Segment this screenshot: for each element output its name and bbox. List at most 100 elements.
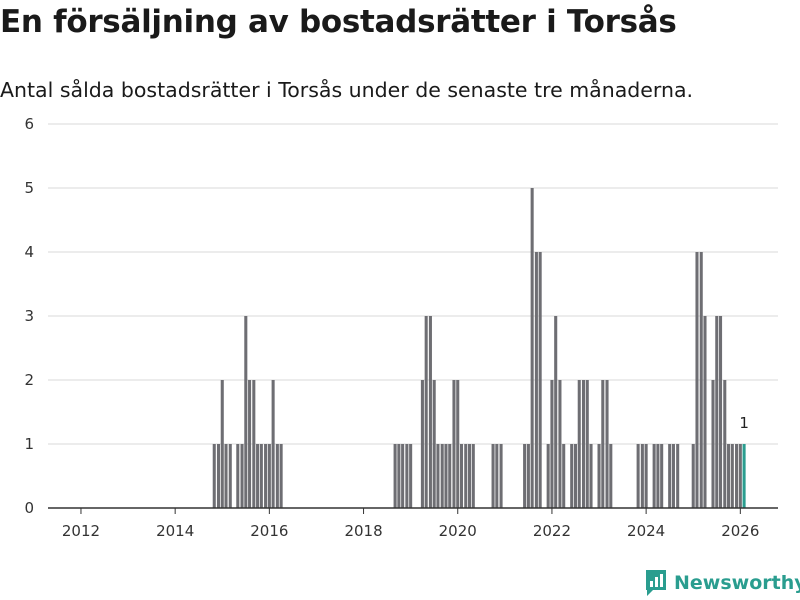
bar [577,380,581,508]
bar [727,444,731,508]
x-tick-label: 2018 [344,522,382,540]
x-tick-label: 2014 [156,522,194,540]
bar [212,444,216,508]
bar [671,444,675,508]
x-tick-label: 2022 [533,522,571,540]
x-tick-label: 2012 [62,522,100,540]
bar [530,188,534,508]
bar [393,444,397,508]
bar [216,444,221,508]
bar [456,380,460,508]
bar [597,444,601,508]
bar-latest [742,444,746,508]
bar [440,444,444,508]
bar [605,380,609,508]
bar [420,380,424,508]
bar [405,444,409,508]
bar [264,444,268,508]
bar [409,444,413,508]
bar [424,316,428,508]
bar [715,316,719,508]
bar [471,444,475,508]
bar [448,444,452,508]
bar [550,380,554,508]
bar [459,444,464,508]
bar [220,380,224,508]
chart-title: En försäljning av bostadsrätter i Torsås [0,4,677,40]
bar [224,444,228,508]
bar [228,444,232,508]
bar [652,444,656,508]
y-tick-label: 3 [24,307,34,325]
bar [640,444,644,508]
bar [236,444,240,508]
bar [279,444,283,508]
bar [703,316,707,508]
bar [491,444,495,508]
bar [436,444,440,508]
bar [495,444,499,508]
bar [589,444,593,508]
bar [499,444,503,508]
bar [668,444,672,508]
y-tick-label: 4 [24,243,34,261]
brand-name: Newsworthy [674,572,800,594]
x-tick-label: 2020 [439,522,477,540]
x-tick-label: 2024 [627,522,665,540]
bar [244,316,248,508]
bar [526,444,530,508]
y-tick-label: 6 [24,115,34,133]
newsworthy-logo-icon [646,570,666,596]
bar [444,444,448,508]
bar [534,252,538,508]
bar [546,444,550,508]
y-tick-label: 2 [24,371,34,389]
bar [699,252,703,508]
bar [467,444,472,508]
bar [730,444,734,508]
bar [256,444,260,508]
bar [723,380,727,508]
bar [558,380,562,508]
bar [573,444,578,508]
y-tick-label: 1 [24,435,34,453]
bar [695,252,699,508]
bar [570,444,574,508]
bar [271,380,275,508]
chart-subtitle: Antal sålda bostadsrätter i Torsås under… [0,78,694,102]
bar [554,316,558,508]
bar [636,444,640,508]
bar [644,444,648,508]
bar [676,444,680,508]
bar [397,444,401,508]
bar [464,444,468,508]
brand-logo: Newsworthy [644,568,800,598]
bar [609,444,613,508]
bar [240,444,244,508]
bar [428,316,432,508]
bar [581,380,586,508]
y-tick-label: 5 [24,179,34,197]
bar [259,444,263,508]
bar [452,380,456,508]
bar [719,316,723,508]
bar [538,252,542,508]
bar [248,380,252,508]
y-tick-label: 0 [24,499,34,517]
bar [267,444,271,508]
bar-value-label: 1 [739,414,749,432]
bar [275,444,279,508]
bar [738,444,742,508]
bar [432,380,436,508]
bar [711,380,715,508]
bar [401,444,405,508]
x-tick-label: 2026 [721,522,759,540]
bar [523,444,527,508]
bar [735,444,739,508]
bar [656,444,660,508]
bar [601,380,605,508]
bar [660,444,664,508]
bar [562,444,566,508]
bar [691,444,695,508]
